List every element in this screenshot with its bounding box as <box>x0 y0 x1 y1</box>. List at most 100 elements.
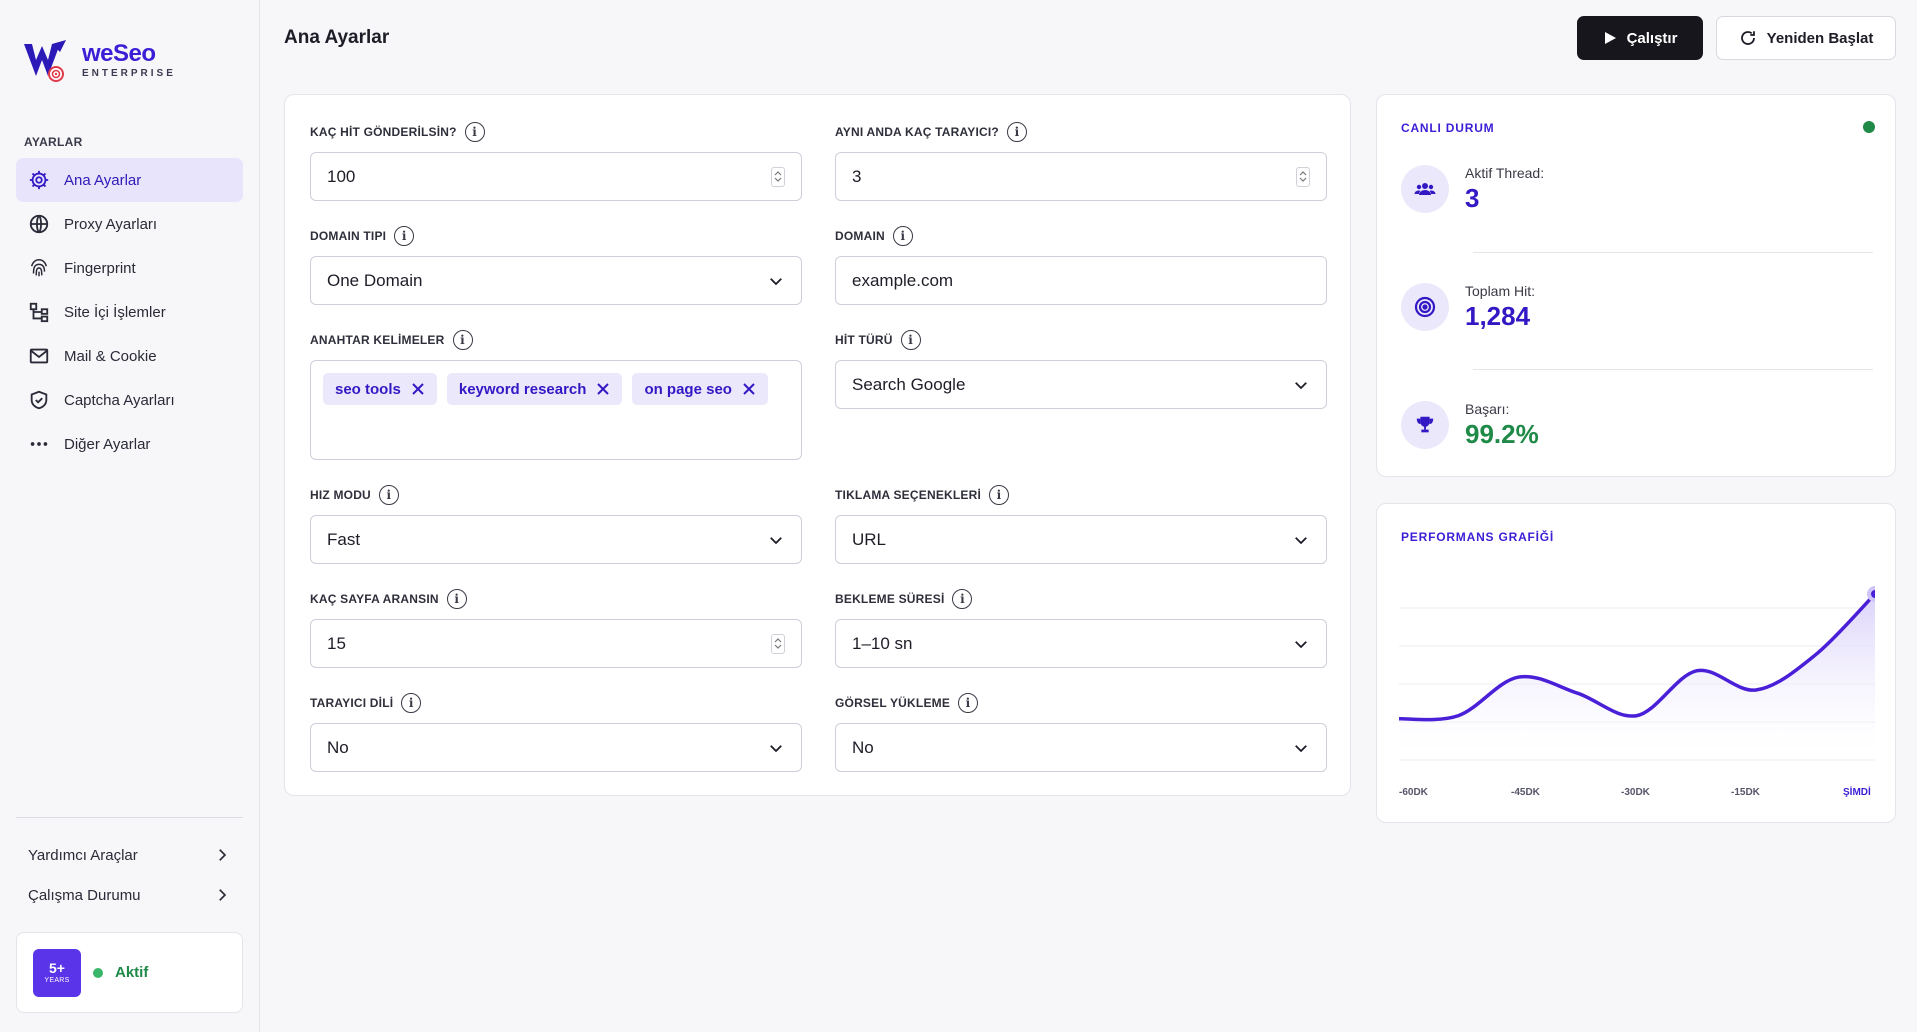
info-icon[interactable]: i <box>452 330 473 350</box>
stat-value: 99.2% <box>1465 418 1539 449</box>
chevron-down-icon <box>1295 536 1307 544</box>
chevron-down-icon <box>770 744 782 752</box>
click-options-field: TIKLAMA SEÇENEKLERİ i URL <box>835 484 1327 564</box>
hit-type-value: Search Google <box>852 374 966 394</box>
image-load-label: GÖRSEL YÜKLEME <box>835 696 951 710</box>
info-icon[interactable]: i <box>952 589 973 609</box>
page-count-input[interactable]: 15 <box>310 619 802 668</box>
x-tick-label: -30DK <box>1621 787 1650 798</box>
play-icon <box>1604 32 1616 44</box>
sidebar-item-captcha[interactable]: Captcha Ayarları <box>16 378 243 422</box>
browser-lang-value: No <box>327 737 349 757</box>
click-options-select[interactable]: URL <box>835 515 1327 564</box>
stat-success: Başarı: 99.2% <box>1401 385 1873 465</box>
stat-total-hit: Toplam Hit: 1,284 <box>1401 267 1873 347</box>
number-stepper-icon[interactable] <box>771 166 785 187</box>
browser-count-input[interactable]: 3 <box>835 152 1327 201</box>
stat-divider <box>1473 369 1873 370</box>
sidebar-item-mail-cookie[interactable]: Mail & Cookie <box>16 334 243 378</box>
stat-label: Aktif Thread: <box>1465 164 1545 181</box>
sidebar-item-label: Çalışma Durumu <box>28 886 141 904</box>
wait-time-value: 1–10 sn <box>852 633 913 653</box>
stat-value: 3 <box>1465 182 1480 213</box>
info-icon[interactable]: i <box>464 122 485 142</box>
domain-input[interactable]: example.com <box>835 256 1327 305</box>
domain-value: example.com <box>852 270 954 290</box>
keywords-field: ANAHTAR KELİMELER i seo tools keyword re… <box>310 329 802 460</box>
info-icon[interactable]: i <box>394 226 415 246</box>
sidebar-item-label: Site İçi İşlemler <box>64 303 166 321</box>
run-button[interactable]: Çalıştır <box>1577 16 1703 60</box>
hit-count-label: KAÇ HİT GÖNDERİLSİN? <box>310 125 457 139</box>
info-icon[interactable]: i <box>446 589 467 609</box>
keywords-tag-input[interactable]: seo tools keyword research on page seo <box>310 360 802 460</box>
info-icon[interactable]: i <box>958 693 979 713</box>
sidebar-item-label: Ana Ayarlar <box>64 171 142 189</box>
sidebar-item-calisma-durumu[interactable]: Çalışma Durumu <box>16 875 243 915</box>
close-icon[interactable] <box>596 382 610 396</box>
close-icon[interactable] <box>742 382 756 396</box>
domain-type-select[interactable]: One Domain <box>310 256 802 305</box>
page-title: Ana Ayarlar <box>284 27 390 48</box>
years-number: 5+ <box>49 960 65 976</box>
target-icon <box>1401 283 1449 331</box>
sidebar-nav: Ana Ayarlar Proxy Ayarları Fingerprint S… <box>16 158 243 466</box>
performance-chart-title: PERFORMANS GRAFİĞİ <box>1401 530 1555 544</box>
chevron-right-icon <box>219 889 227 901</box>
domain-label: DOMAIN <box>835 229 885 243</box>
number-stepper-icon[interactable] <box>1296 166 1310 187</box>
info-icon[interactable]: i <box>892 226 913 246</box>
keyword-tag: keyword research <box>446 373 623 405</box>
number-stepper-icon[interactable] <box>771 633 785 654</box>
info-icon[interactable]: i <box>900 330 921 350</box>
sidebar-item-site-ici[interactable]: Site İçi İşlemler <box>16 290 243 334</box>
keyword-tag-label: keyword research <box>458 380 587 398</box>
status-text: Aktif <box>115 964 149 981</box>
keyword-tag: seo tools <box>323 373 437 405</box>
brand-logo[interactable]: weSeo ENTERPRISE <box>22 38 176 82</box>
speed-mode-select[interactable]: Fast <box>310 515 802 564</box>
domain-field: DOMAIN i example.com <box>835 225 1327 305</box>
domain-type-label: DOMAIN TIPI <box>310 229 387 243</box>
hit-type-field: HİT TÜRÜ i Search Google <box>835 329 1327 409</box>
wait-time-select[interactable]: 1–10 sn <box>835 619 1327 668</box>
stat-value: 1,284 <box>1465 300 1531 331</box>
keyword-tag-label: seo tools <box>335 380 401 398</box>
settings-form-card: KAÇ HİT GÖNDERİLSİN? i 100 AYNI ANDA KAÇ… <box>284 94 1351 796</box>
refresh-icon <box>1740 31 1755 45</box>
stat-label: Toplam Hit: <box>1465 282 1536 299</box>
info-icon[interactable]: i <box>378 485 399 505</box>
hit-count-field: KAÇ HİT GÖNDERİLSİN? i 100 <box>310 121 802 201</box>
browser-count-value: 3 <box>852 166 862 186</box>
browser-lang-select[interactable]: No <box>310 723 802 772</box>
chevron-right-icon <box>219 849 227 861</box>
sitemap-icon <box>29 302 49 323</box>
status-card: 5+ YEARS Aktif <box>16 932 243 1013</box>
browser-lang-field: TARAYICI DİLİ i No <box>310 692 802 772</box>
speed-mode-label: HIZ MODU <box>310 488 371 502</box>
restart-button[interactable]: Yeniden Başlat <box>1716 16 1896 60</box>
sidebar-item-ana-ayarlar[interactable]: Ana Ayarlar <box>16 158 243 202</box>
sidebar-item-fingerprint[interactable]: Fingerprint <box>16 246 243 290</box>
live-status-card: CANLI DURUM Aktif Thread: 3 Toplam Hit: … <box>1376 94 1896 477</box>
hit-type-select[interactable]: Search Google <box>835 360 1327 409</box>
info-icon[interactable]: i <box>401 693 422 713</box>
brand-subtitle: ENTERPRISE <box>82 67 176 79</box>
browser-count-field: AYNI ANDA KAÇ TARAYICI? i 3 <box>835 121 1327 201</box>
chart-area-fill <box>1399 594 1875 754</box>
restart-button-label: Yeniden Başlat <box>1766 29 1874 47</box>
sidebar-item-diger[interactable]: Diğer Ayarlar <box>16 422 243 466</box>
info-icon[interactable]: i <box>989 485 1010 505</box>
hit-count-input[interactable]: 100 <box>310 152 802 201</box>
browser-count-label: AYNI ANDA KAÇ TARAYICI? <box>835 125 999 139</box>
sidebar-section-label: AYARLAR <box>24 135 83 149</box>
close-icon[interactable] <box>411 382 425 396</box>
run-button-label: Çalıştır <box>1626 29 1678 47</box>
live-indicator-dot <box>1863 121 1875 133</box>
sidebar-item-proxy[interactable]: Proxy Ayarları <box>16 202 243 246</box>
sidebar: weSeo ENTERPRISE AYARLAR Ana Ayarlar Pro… <box>0 0 260 1032</box>
image-load-select[interactable]: No <box>835 723 1327 772</box>
weseo-logo-icon <box>24 40 66 82</box>
info-icon[interactable]: i <box>1006 122 1027 142</box>
sidebar-item-yardimci-araclar[interactable]: Yardımcı Araçlar <box>16 835 243 875</box>
